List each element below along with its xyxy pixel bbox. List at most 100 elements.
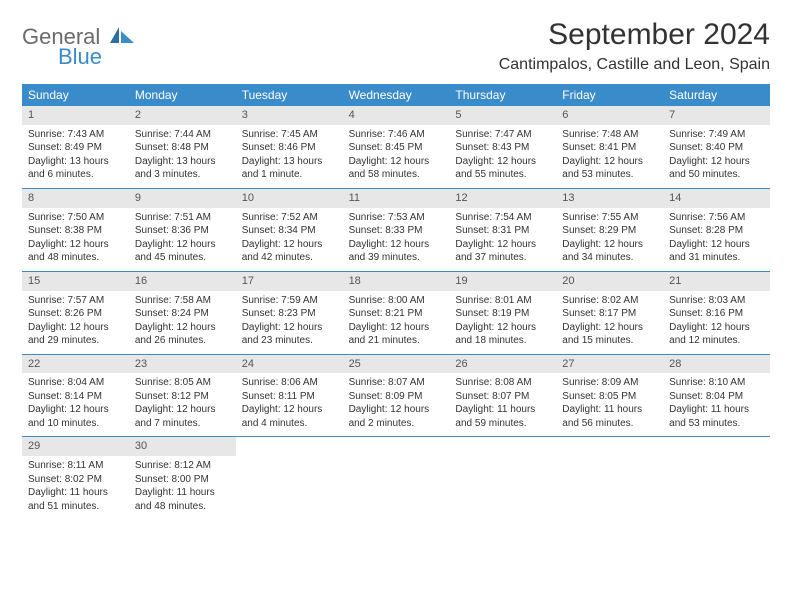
calendar-cell: 28 Sunrise: 8:10 AMSunset: 8:04 PMDayligh…	[663, 355, 770, 437]
day-number: 16	[129, 272, 236, 291]
calendar-week: 22Sunrise: 8:04 AMSunset: 8:14 PMDayligh…	[22, 355, 770, 438]
day-number: 29	[22, 437, 129, 456]
sunrise-text: Sunrise: 7:45 AM	[242, 128, 337, 142]
sunset-text: Sunset: 8:02 PM	[28, 473, 123, 487]
sunrise-text: Sunrise: 7:49 AM	[669, 128, 764, 142]
calendar-cell: 18Sunrise: 8:00 AMSunset: 8:21 PMDayligh…	[343, 272, 450, 354]
day-number: 30	[129, 437, 236, 456]
cell-body: Sunrise: 7:49 AMSunset: 8:40 PMDaylight:…	[663, 128, 770, 182]
day-number: 4	[343, 106, 450, 125]
sunset-text: Sunset: 8:12 PM	[135, 390, 230, 404]
sunset-text: Sunset: 8:16 PM	[669, 307, 764, 321]
sunset-text: Sunset: 8:00 PM	[135, 473, 230, 487]
sunset-text: Sunset: 8:45 PM	[349, 141, 444, 155]
sunset-text: Sunset: 8:43 PM	[455, 141, 550, 155]
calendar-cell	[556, 437, 663, 519]
day-number: 25	[343, 355, 450, 374]
sunrise-text: Sunrise: 7:57 AM	[28, 294, 123, 308]
day-number: 27	[556, 355, 663, 374]
calendar-cell: 17Sunrise: 7:59 AMSunset: 8:23 PMDayligh…	[236, 272, 343, 354]
day-number: 19	[449, 272, 556, 291]
day-number: 26	[449, 355, 556, 374]
sunrise-text: Sunrise: 8:09 AM	[562, 376, 657, 390]
month-title: September 2024	[499, 18, 770, 52]
daylight-text: Daylight: 13 hours and 1 minute.	[242, 155, 337, 182]
calendar-cell: 4Sunrise: 7:46 AMSunset: 8:45 PMDaylight…	[343, 106, 450, 188]
daylight-text: Daylight: 12 hours and 23 minutes.	[242, 321, 337, 348]
sunset-text: Sunset: 8:28 PM	[669, 224, 764, 238]
sunrise-text: Sunrise: 8:08 AM	[455, 376, 550, 390]
cell-body: Sunrise: 7:56 AMSunset: 8:28 PMDaylight:…	[663, 211, 770, 265]
daylight-text: Daylight: 12 hours and 50 minutes.	[669, 155, 764, 182]
sunrise-text: Sunrise: 8:10 AM	[669, 376, 764, 390]
cell-body: Sunrise: 8:12 AMSunset: 8:00 PMDaylight:…	[129, 459, 236, 513]
day-number: 23	[129, 355, 236, 374]
calendar-cell: 24Sunrise: 8:06 AMSunset: 8:11 PMDayligh…	[236, 355, 343, 437]
sunrise-text: Sunrise: 8:03 AM	[669, 294, 764, 308]
daylight-text: Daylight: 12 hours and 37 minutes.	[455, 238, 550, 265]
calendar-cell: 11Sunrise: 7:53 AMSunset: 8:33 PMDayligh…	[343, 189, 450, 271]
sunrise-text: Sunrise: 7:54 AM	[455, 211, 550, 225]
day-number: 17	[236, 272, 343, 291]
logo: General Blue	[22, 18, 136, 68]
cell-body: Sunrise: 7:57 AMSunset: 8:26 PMDaylight:…	[22, 294, 129, 348]
cell-body: Sunrise: 8:01 AMSunset: 8:19 PMDaylight:…	[449, 294, 556, 348]
sunrise-text: Sunrise: 8:05 AM	[135, 376, 230, 390]
weekday-header-row: Sunday Monday Tuesday Wednesday Thursday…	[22, 84, 770, 106]
daylight-text: Daylight: 12 hours and 55 minutes.	[455, 155, 550, 182]
daylight-text: Daylight: 11 hours and 53 minutes.	[669, 403, 764, 430]
day-number: 18	[343, 272, 450, 291]
weekday-header: Saturday	[663, 84, 770, 106]
sunrise-text: Sunrise: 8:02 AM	[562, 294, 657, 308]
day-number: 28	[663, 355, 770, 374]
cell-body: Sunrise: 8:03 AMSunset: 8:16 PMDaylight:…	[663, 294, 770, 348]
calendar-cell: 5Sunrise: 7:47 AMSunset: 8:43 PMDaylight…	[449, 106, 556, 188]
sunset-text: Sunset: 8:04 PM	[669, 390, 764, 404]
sunset-text: Sunset: 8:07 PM	[455, 390, 550, 404]
sunset-text: Sunset: 8:09 PM	[349, 390, 444, 404]
day-number: 7	[663, 106, 770, 125]
sunset-text: Sunset: 8:49 PM	[28, 141, 123, 155]
weekday-header: Friday	[556, 84, 663, 106]
daylight-text: Daylight: 12 hours and 31 minutes.	[669, 238, 764, 265]
calendar-cell: 7 Sunrise: 7:49 AMSunset: 8:40 PMDaylight…	[663, 106, 770, 188]
sunrise-text: Sunrise: 7:47 AM	[455, 128, 550, 142]
calendar-cell: 9Sunrise: 7:51 AMSunset: 8:36 PMDaylight…	[129, 189, 236, 271]
sunset-text: Sunset: 8:23 PM	[242, 307, 337, 321]
day-number: 2	[129, 106, 236, 125]
day-number: 15	[22, 272, 129, 291]
daylight-text: Daylight: 12 hours and 58 minutes.	[349, 155, 444, 182]
calendar-cell: 12Sunrise: 7:54 AMSunset: 8:31 PMDayligh…	[449, 189, 556, 271]
calendar: Sunday Monday Tuesday Wednesday Thursday…	[22, 84, 770, 519]
calendar-cell: 8Sunrise: 7:50 AMSunset: 8:38 PMDaylight…	[22, 189, 129, 271]
daylight-text: Daylight: 12 hours and 10 minutes.	[28, 403, 123, 430]
daylight-text: Daylight: 12 hours and 15 minutes.	[562, 321, 657, 348]
calendar-cell: 20Sunrise: 8:02 AMSunset: 8:17 PMDayligh…	[556, 272, 663, 354]
cell-body: Sunrise: 8:11 AMSunset: 8:02 PMDaylight:…	[22, 459, 129, 513]
day-number: 9	[129, 189, 236, 208]
sunrise-text: Sunrise: 7:44 AM	[135, 128, 230, 142]
calendar-cell	[449, 437, 556, 519]
calendar-cell	[663, 437, 770, 519]
cell-body: Sunrise: 7:55 AMSunset: 8:29 PMDaylight:…	[556, 211, 663, 265]
day-number: 10	[236, 189, 343, 208]
daylight-text: Daylight: 12 hours and 21 minutes.	[349, 321, 444, 348]
sunset-text: Sunset: 8:17 PM	[562, 307, 657, 321]
weekday-header: Sunday	[22, 84, 129, 106]
sunrise-text: Sunrise: 7:55 AM	[562, 211, 657, 225]
cell-body: Sunrise: 7:50 AMSunset: 8:38 PMDaylight:…	[22, 211, 129, 265]
logo-text-blue: Blue	[58, 46, 136, 68]
daylight-text: Daylight: 12 hours and 26 minutes.	[135, 321, 230, 348]
calendar-cell: 2Sunrise: 7:44 AMSunset: 8:48 PMDaylight…	[129, 106, 236, 188]
cell-body: Sunrise: 8:06 AMSunset: 8:11 PMDaylight:…	[236, 376, 343, 430]
calendar-cell: 19 Sunrise: 8:01 AMSunset: 8:19 PMDayligh…	[449, 272, 556, 354]
daylight-text: Daylight: 12 hours and 39 minutes.	[349, 238, 444, 265]
sunrise-text: Sunrise: 7:53 AM	[349, 211, 444, 225]
calendar-cell	[236, 437, 343, 519]
cell-body: Sunrise: 8:07 AMSunset: 8:09 PMDaylight:…	[343, 376, 450, 430]
sunset-text: Sunset: 8:36 PM	[135, 224, 230, 238]
cell-body: Sunrise: 8:08 AMSunset: 8:07 PMDaylight:…	[449, 376, 556, 430]
sunset-text: Sunset: 8:26 PM	[28, 307, 123, 321]
day-number: 21	[663, 272, 770, 291]
daylight-text: Daylight: 11 hours and 48 minutes.	[135, 486, 230, 513]
